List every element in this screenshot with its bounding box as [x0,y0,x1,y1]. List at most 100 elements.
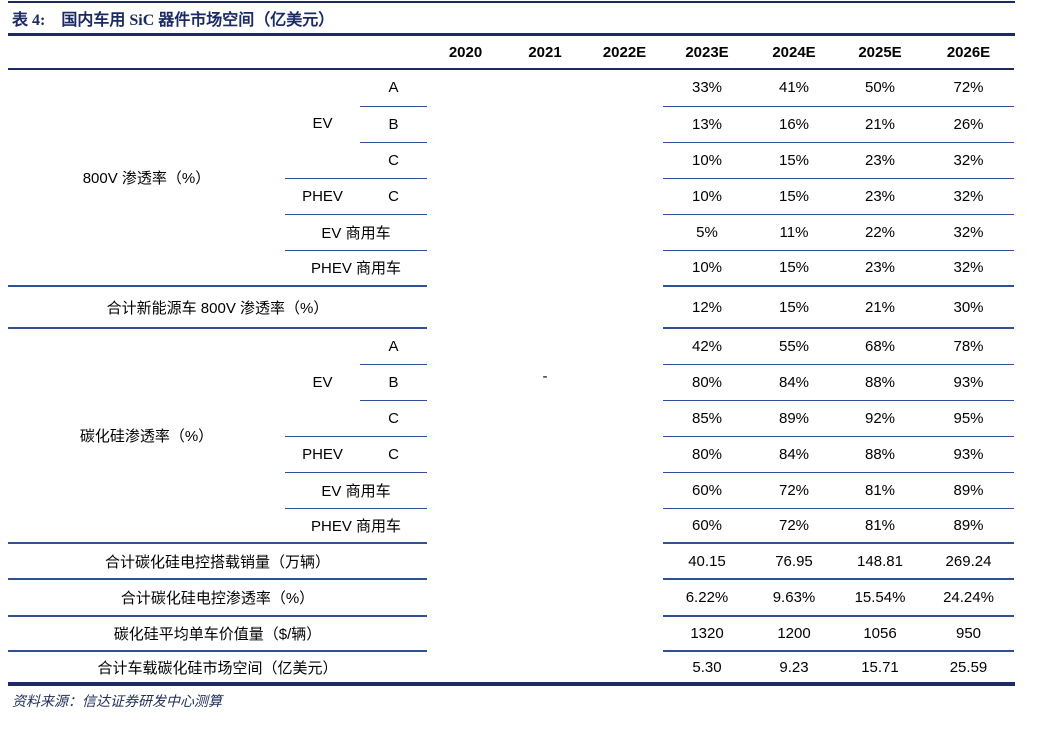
summary-row-label: 合计车载碳化硅市场空间（亿美元） [97,660,338,677]
value-cell: 10% [663,178,751,215]
summary-value-cell: 25.59 [949,659,988,676]
group-label-commercial: EV 商用车 [285,472,427,509]
value-cell: 32% [923,142,1014,179]
value-cell: 15% [751,250,837,287]
value-cell: 84% [751,364,837,401]
section-0-row-1: B 13% 16% 21% 26% [8,106,1014,143]
summary-value-cell: 9.63% [751,579,837,617]
value-cell: 93% [923,436,1014,473]
value-cell: 23% [837,178,923,215]
value-cell: 78% [923,328,1014,365]
value-cell: 89% [923,508,1014,544]
sub-label: C [360,142,427,179]
section-0-total-row: 合计新能源车 800V 渗透率（%） 12% 15% 21% 30% [8,286,1014,329]
summary-value-cell: 24.24% [923,579,1014,617]
year-header-2026E: 2026E [923,36,1014,70]
sub-label: C [360,436,427,473]
sub-label: B [360,364,427,401]
value-cell: 5% [663,214,751,251]
summary-value-cell: 1056 [837,616,923,652]
value-cell: 10% [663,142,751,179]
section-1-row-2: C 85% 89% 92% 95% [8,400,1014,437]
value-cell: 15% [751,142,837,179]
value-cell: 16% [751,106,837,143]
group-label-commercial: EV 商用车 [285,214,427,251]
value-cell: 68% [837,328,923,365]
total-value-cell: 21% [837,286,923,329]
year-header-2023E: 2023E [663,36,751,70]
summary-row-3: 合计车载碳化硅市场空间（亿美元） 5.30 9.23 15.71 25.59 [8,651,1014,683]
header-spacer [8,36,427,70]
section-0-row-5: PHEV 商用车 10% 15% 23% 32% [8,250,1014,287]
summary-row-1: 合计碳化硅电控渗透率（%） 6.22% 9.63% 15.54% 24.24% [8,579,1014,617]
summary-row-label: 合计碳化硅电控搭载销量（万辆） [8,543,427,580]
summary-value-cell: 269.24 [923,543,1014,580]
section-1-row-0: 碳化硅渗透率（%） EV A 42% 55% 68% 78% [8,328,1014,544]
value-cell: 89% [923,472,1014,509]
sub-label: C [360,178,427,215]
bottom-thick-rule [8,682,1015,686]
value-cell: 42% [663,328,751,365]
value-cell: 26% [923,106,1014,143]
top-rule [8,1,1015,3]
section-label: 碳化硅渗透率（%） [8,328,285,544]
section-label: 800V 渗透率（%） [8,69,285,287]
total-value-cell: 15% [751,286,837,329]
value-cell: 60% [663,472,751,509]
sub-label: A [360,69,427,107]
section-0-row-0: 800V 渗透率（%） EV A -33% 41% 50% 72% [8,69,1014,385]
value-cell: 32% [923,214,1014,251]
year-header-row: 2020 2021 2022E 2023E 2024E 2025E 2026E [8,36,1014,70]
group-label-commercial: PHEV 商用车 [285,250,427,287]
value-cell: 81% [837,508,923,544]
value-cell: 92% [837,400,923,437]
value-cell: 13% [663,106,751,143]
summary-value-cell: 6.22% [663,579,751,617]
value-cell: 95% [923,400,1014,437]
value-cell: 88% [837,436,923,473]
sub-label: A [360,328,427,365]
year-header-2022E: 2022E [586,36,663,70]
year-header-2024E: 2024E [751,36,837,70]
value-cell: 32% [923,178,1014,215]
summary-value-cell: 9.23 [779,659,809,676]
value-cell: 23% [837,250,923,287]
section-0-row-4: EV 商用车 5% 11% 22% 32% [8,214,1014,251]
summary-value-cell: 1200 [751,616,837,652]
table-body: 800V 渗透率（%） EV A -33% 41% 50% 72% B 13% 16% 21% 26%… [8,69,1014,683]
section-1-row-5: PHEV 商用车 60% 72% 81% 89% [8,508,1014,544]
sic-market-table: 2020 2021 2022E 2023E 2024E 2025E 2026E 800V 渗… [8,36,1014,683]
section-0-row-3: PHEV C 10% 15% 23% 32% [8,178,1014,215]
summary-value-cell: 76.95 [751,543,837,580]
table-title-text: 国内车用 SiC 器件市场空间（亿美元） [61,12,335,29]
summary-value-cell: 148.81 [837,543,923,580]
value-cell: 60% [663,508,751,544]
value-cell: 72% [923,69,1014,107]
year-header-2020: 2020 [427,36,504,70]
summary-row-0: 合计碳化硅电控搭载销量（万辆） 40.15 76.95 148.81 269.24 [8,543,1014,580]
value-cell: 33% [663,69,751,107]
value-cell: 50% [837,69,923,107]
total-value-cell: 30% [923,286,1014,329]
value-cell: 10% [663,250,751,287]
group-label-commercial: PHEV 商用车 [285,508,427,544]
summary-value-cell: 950 [923,616,1014,652]
group-label-phev: PHEV [285,436,360,473]
table-number-label: 表 4: [12,12,46,29]
total-value-cell: 12% [663,286,751,329]
source-note: 资料来源：信达证券研发中心测算 [12,695,222,710]
summary-row-label: 合计碳化硅电控渗透率（%） [8,579,427,617]
section-1-row-3: PHEV C 80% 84% 88% 93% [8,436,1014,473]
summary-value-cell: 1320 [663,616,751,652]
summary-row-2: 碳化硅平均单车价值量（$/辆） 1320 1200 1056 950 [8,616,1014,652]
value-cell: 11% [751,214,837,251]
value-cell: 15% [751,178,837,215]
empty-data-placeholder: - [542,368,548,385]
value-cell: 21% [837,106,923,143]
group-label-phev: PHEV [285,178,360,215]
value-cell: 88% [837,364,923,401]
sub-label: B [360,106,427,143]
value-cell: 72% [751,508,837,544]
title-underline-rule [8,33,1015,36]
